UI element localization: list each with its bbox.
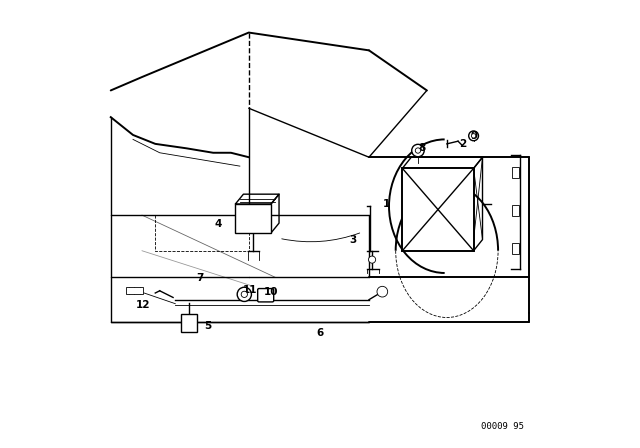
Circle shape <box>412 144 424 157</box>
Text: 5: 5 <box>204 321 211 332</box>
Text: 11: 11 <box>243 285 257 295</box>
Circle shape <box>415 148 420 153</box>
Circle shape <box>472 134 476 138</box>
Text: 10: 10 <box>264 287 278 297</box>
Circle shape <box>369 256 376 263</box>
Bar <box>126 287 143 294</box>
Text: 00009 95: 00009 95 <box>481 422 524 431</box>
Bar <box>513 205 520 216</box>
Bar <box>403 168 474 251</box>
Text: 9: 9 <box>471 131 478 141</box>
Bar <box>513 243 520 254</box>
Text: 6: 6 <box>316 328 324 338</box>
Text: 8: 8 <box>419 143 426 153</box>
FancyBboxPatch shape <box>258 289 274 302</box>
Circle shape <box>237 287 252 302</box>
Text: 1: 1 <box>383 199 390 209</box>
Bar <box>180 314 196 332</box>
Text: 7: 7 <box>196 273 204 283</box>
Text: 3: 3 <box>350 235 357 245</box>
Text: 4: 4 <box>215 219 222 229</box>
Bar <box>236 204 271 233</box>
Circle shape <box>468 131 479 141</box>
Bar <box>513 168 520 178</box>
Text: 2: 2 <box>459 139 466 149</box>
Circle shape <box>241 291 248 297</box>
Circle shape <box>377 286 388 297</box>
Text: 12: 12 <box>136 300 150 310</box>
